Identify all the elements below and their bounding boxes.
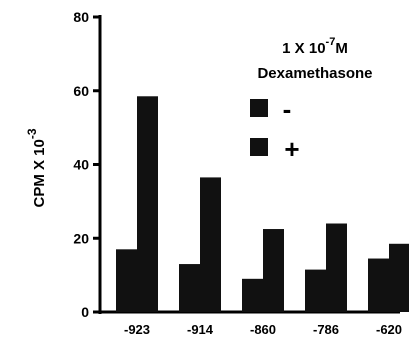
bar-minus-neg620: [368, 258, 389, 312]
legend-swatch-plus: [250, 138, 268, 156]
legend-label-minus: -: [283, 94, 292, 124]
y-tick-label: 40: [73, 157, 89, 173]
x-tick-label: -860: [250, 322, 276, 337]
x-tick-label: -914: [187, 322, 214, 337]
bar-minus-neg914: [179, 264, 200, 312]
x-tick-label: -620: [376, 322, 402, 337]
legend-entry-plus: +: [250, 134, 300, 164]
legend-title-line-2: Dexamethasone: [257, 65, 372, 82]
y-tick-label: 60: [73, 83, 89, 99]
bar-plus-neg860: [263, 229, 284, 312]
bar-plus-neg620: [389, 243, 409, 312]
y-axis-title: CPM X 10-3: [25, 128, 48, 207]
legend-title-main: 1 X 10: [282, 40, 325, 57]
bar-plus-neg923: [137, 96, 158, 312]
y-tick-label: 20: [73, 230, 89, 246]
y-tick-label: 80: [73, 9, 89, 25]
bar-minus-neg786: [305, 269, 326, 312]
y-axis-title-main: CPM X 10: [31, 139, 48, 207]
y-axis-title-text: CPM X 10-3: [25, 128, 48, 207]
bar-plus-neg914: [200, 177, 221, 312]
bar-plus-neg786: [326, 223, 347, 312]
bar-minus-neg923: [116, 249, 137, 312]
labels-layer: 0 20 40 60 80 -923 -914 -860 -786 -620: [73, 9, 402, 337]
y-tick-label: 0: [81, 304, 89, 320]
legend-title-line-1: 1 X 10-7M: [282, 36, 348, 57]
legend-label-plus: +: [284, 134, 299, 164]
y-axis-title-exponent: -3: [25, 128, 39, 139]
x-tick-label: -786: [313, 322, 339, 337]
legend-entry-minus: -: [250, 94, 291, 124]
x-tick-label: -923: [124, 322, 150, 337]
bar-minus-neg860: [242, 278, 263, 312]
legend-title-unit: M: [335, 40, 348, 57]
bars-layer: [116, 96, 409, 312]
legend-swatch-minus: [250, 99, 268, 117]
legend-title-exponent: -7: [326, 36, 336, 48]
